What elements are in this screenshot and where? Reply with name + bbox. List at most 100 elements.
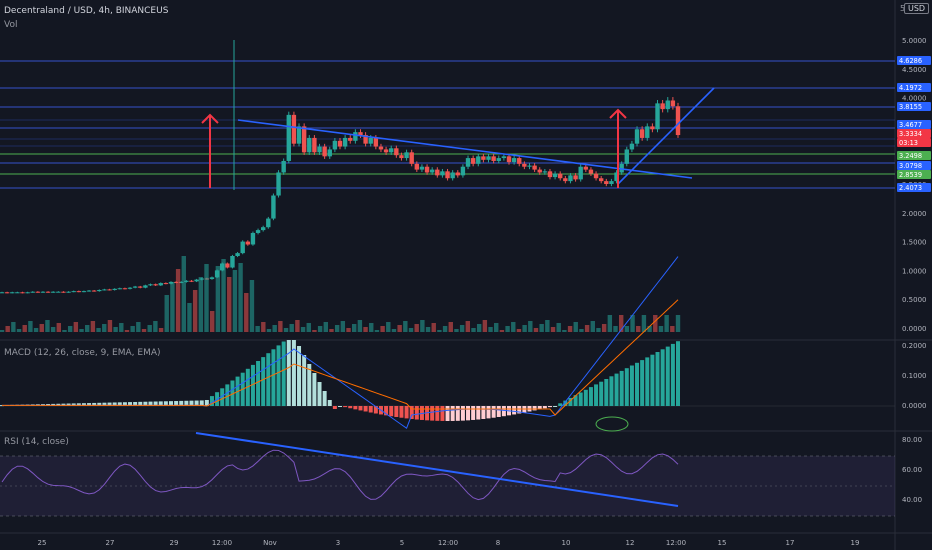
price-tag-level <box>897 56 931 65</box>
volume-bar <box>56 323 62 332</box>
price-tag-label: 3.8155 <box>899 103 922 111</box>
volume-bar <box>192 290 198 332</box>
candle-body <box>655 103 660 130</box>
volume-bar <box>533 328 539 332</box>
macd-histogram-bar <box>404 406 409 419</box>
candle-body <box>312 137 317 153</box>
macd-histogram-bar <box>655 352 660 406</box>
volume-bar <box>408 328 414 332</box>
volume-bar <box>62 330 67 332</box>
price-tick: 1.0000 <box>902 267 927 275</box>
volume-bar <box>471 328 476 332</box>
candle-body <box>40 291 46 293</box>
volume-bar <box>465 321 471 332</box>
macd-histogram-bar <box>148 401 153 406</box>
candle-body <box>470 158 476 164</box>
volume-bar <box>369 323 374 332</box>
macd-histogram-bar <box>578 392 583 406</box>
macd-histogram-bar <box>179 400 184 406</box>
rsi-label: RSI (14, close) <box>4 437 69 447</box>
candle-body <box>107 289 112 291</box>
price-tick: 0.0000 <box>902 325 927 333</box>
macd-histogram-bar <box>204 400 209 406</box>
volume-bar <box>618 315 624 332</box>
price-tick: 1.5000 <box>902 239 927 247</box>
volume-bar <box>0 330 5 332</box>
candle-body <box>353 132 358 141</box>
macd-histogram-bar <box>128 402 133 406</box>
candle-body <box>460 166 466 176</box>
macd-histogram-bar <box>440 406 445 421</box>
candle-body <box>409 152 414 164</box>
volume-bar <box>425 327 431 332</box>
volume-bar <box>579 329 584 332</box>
volume-bar <box>11 322 16 332</box>
candle-body <box>240 241 245 254</box>
macd-histogram-bar <box>537 406 542 410</box>
macd-histogram-bar <box>373 406 378 414</box>
volume-bar <box>249 280 255 332</box>
volume-bar <box>482 320 488 332</box>
macd-tick: 0.0000 <box>902 402 927 410</box>
macd-histogram-bar <box>322 391 327 406</box>
volume-bar <box>113 327 118 332</box>
candle-body <box>373 137 379 147</box>
volume-bar <box>414 324 419 332</box>
candle-body <box>179 281 184 283</box>
macd-histogram-bar <box>250 364 255 406</box>
macd-histogram-bar <box>332 406 337 409</box>
volume-bar <box>562 330 567 332</box>
macd-histogram-bar <box>583 389 588 406</box>
macd-histogram-bar <box>189 400 194 406</box>
candle-body <box>675 106 681 136</box>
macd-histogram-bar <box>122 402 127 406</box>
macd-histogram-bar <box>307 364 312 406</box>
candle-body <box>404 152 409 159</box>
candle-body <box>235 253 240 256</box>
currency-button[interactable]: USD <box>904 3 930 14</box>
price-tag-level <box>897 161 931 170</box>
macd-label: MACD (12, 26, close, 9, EMA, EMA) <box>4 348 161 358</box>
volume-bar <box>28 321 33 332</box>
candle-body <box>517 158 522 164</box>
volume-bar <box>67 326 73 332</box>
volume-bar <box>454 329 459 332</box>
volume-bar <box>437 330 442 332</box>
candle-body <box>604 181 609 184</box>
volume-bar <box>300 327 306 332</box>
volume-bar <box>295 320 300 332</box>
volume-bar <box>130 326 135 332</box>
macd-histogram-bar <box>645 357 650 406</box>
volume-bar <box>516 329 522 332</box>
volume-bar <box>334 325 340 332</box>
candle-body <box>148 284 153 286</box>
candle-body <box>76 291 82 293</box>
time-tick: 17 <box>786 539 795 547</box>
volume-bar <box>170 282 175 332</box>
macd-histogram-bar <box>291 340 296 406</box>
macd-histogram-bar <box>594 384 599 406</box>
candle-body <box>660 103 665 110</box>
volume-bar <box>556 323 561 332</box>
macd-histogram-bar <box>327 400 332 406</box>
candle-body <box>20 292 25 294</box>
volume-bar <box>545 320 550 332</box>
time-tick: 3 <box>336 539 340 547</box>
macd-histogram-bar <box>266 353 271 406</box>
candle-body <box>189 280 194 282</box>
macd-histogram-bar <box>568 397 573 406</box>
time-tick: 29 <box>170 539 179 547</box>
macd-histogram-bar <box>71 403 76 406</box>
candle-body <box>158 283 163 286</box>
price-tag-level <box>897 183 931 192</box>
macd-histogram-bar <box>501 406 506 417</box>
volume-bar <box>357 320 363 332</box>
macd-histogram-bar <box>547 406 552 408</box>
macd-histogram-bar <box>271 349 276 406</box>
macd-histogram-bar <box>588 387 593 406</box>
candle-body <box>440 171 445 176</box>
macd-tick: 0.2000 <box>902 342 927 350</box>
macd-histogram-bar <box>199 400 204 406</box>
descending-trendline <box>237 119 693 179</box>
